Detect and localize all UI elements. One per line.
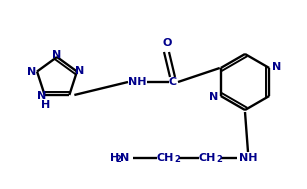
- Text: N: N: [37, 91, 46, 101]
- Text: CH: CH: [156, 153, 174, 163]
- Text: H: H: [41, 100, 50, 110]
- Text: N: N: [75, 66, 85, 76]
- Text: H: H: [110, 153, 119, 163]
- Text: N: N: [52, 50, 62, 60]
- Text: CH: CH: [198, 153, 216, 163]
- Text: NH: NH: [239, 153, 257, 163]
- Text: 2: 2: [216, 156, 222, 164]
- Text: 2: 2: [115, 156, 121, 164]
- Text: 2: 2: [174, 156, 180, 164]
- Text: N: N: [27, 67, 37, 77]
- Text: NH: NH: [128, 77, 146, 87]
- Text: N: N: [209, 92, 218, 102]
- Text: O: O: [162, 38, 172, 48]
- Text: N: N: [120, 153, 129, 163]
- Text: N: N: [272, 62, 281, 72]
- Text: C: C: [169, 77, 177, 87]
